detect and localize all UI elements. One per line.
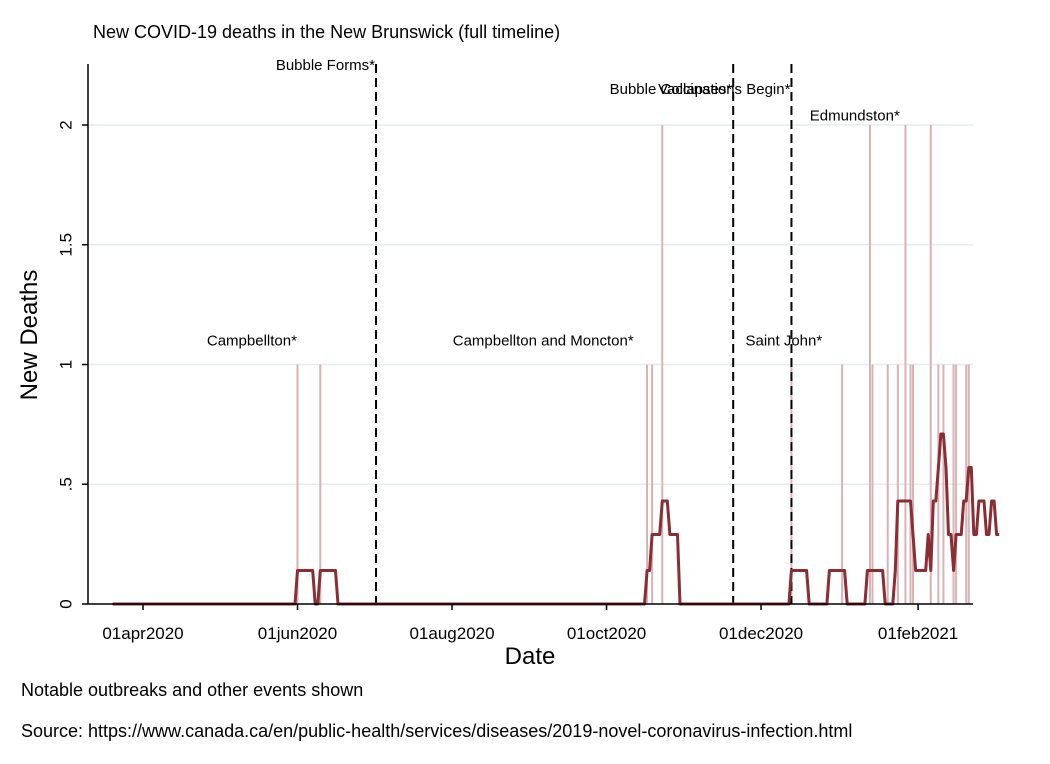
outbreak-label: Saint John* [745, 333, 822, 350]
outbreaks-note: Notable outbreaks and other events shown [21, 680, 364, 700]
gridlines [88, 124, 973, 485]
y-tick-label: 1 [56, 360, 75, 369]
y-tick-label: 1.5 [56, 233, 75, 257]
annotations: Bubble Forms* Bubble Collapses*Vaccinatio… [207, 57, 900, 350]
average-line [112, 432, 1000, 606]
x-tick-label: 01jun2020 [258, 624, 337, 643]
x-tick-label: 01feb2021 [878, 624, 958, 643]
y-tick-label: .5 [56, 477, 75, 491]
outbreak-label: Campbellton and Moncton* [453, 333, 634, 350]
event-label: Bubble Collapses* [610, 81, 733, 98]
event-label: Bubble Forms* [276, 57, 375, 74]
outbreak-label: Campbellton* [207, 333, 297, 350]
axes: 0 .5 1 1.5 2 01apr2020 01jun2020 01aug2020 01oct… [56, 64, 973, 643]
y-tick-label: 2 [56, 120, 75, 129]
y-tick-label: 0 [56, 599, 75, 608]
event-lines [375, 64, 793, 604]
source-note: Source: https://www.canada.ca/en/public-… [21, 721, 853, 741]
event-label: Vaccinations Begin* [658, 81, 790, 98]
x-axis-title: Date [505, 643, 556, 670]
seven-day-average [112, 432, 1000, 606]
outbreak-label: Edmundston* [810, 107, 900, 124]
x-tick-label: 01aug2020 [409, 624, 494, 643]
x-tick-label: 01dec2020 [719, 624, 803, 643]
x-tick-label: 01oct2020 [567, 624, 646, 643]
chart-svg: New COVID-19 deaths in the New Brunswick… [16, 22, 1000, 670]
x-tick-label: 01apr2020 [102, 624, 183, 643]
y-axis-title: New Deaths [16, 270, 43, 401]
chart-title: New COVID-19 deaths in the New Brunswick… [93, 22, 560, 42]
